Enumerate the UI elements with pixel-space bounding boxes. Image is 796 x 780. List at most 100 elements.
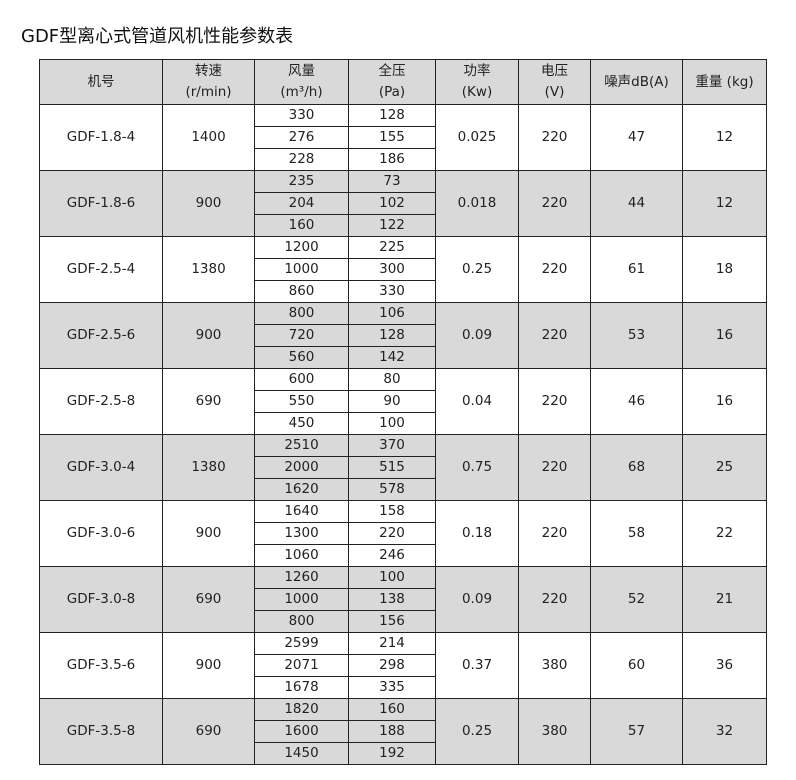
cell-voltage: 220 xyxy=(518,566,591,633)
header-text: 功率 xyxy=(463,63,491,79)
table-row: 720 128 xyxy=(40,324,767,347)
cell-pressure: 330 xyxy=(348,280,436,303)
cell-weight: 21 xyxy=(682,566,767,633)
cell-power: 0.25 xyxy=(435,698,519,765)
cell-airflow: 1060 xyxy=(254,544,349,567)
table-row: GDF-2.5-6 900 800 106 0.09 220 53 16 xyxy=(39,302,767,369)
cell-pressure: 100 xyxy=(348,412,436,435)
cell-speed: 1400 xyxy=(162,104,255,171)
cell-model: GDF-2.5-4 xyxy=(39,236,163,303)
cell-airflow: 450 xyxy=(254,412,349,435)
cell-pressure: 73 xyxy=(348,170,436,193)
cell-speed: 900 xyxy=(162,632,255,699)
cell-airflow: 235 xyxy=(254,170,349,193)
cell-noise: 53 xyxy=(590,302,683,369)
cell-weight: 16 xyxy=(682,302,767,369)
table-row: 800 156 xyxy=(40,610,767,633)
table-row: 1620 578 xyxy=(40,478,767,501)
cell-model: GDF-2.5-6 xyxy=(39,302,163,369)
cell-voltage: 220 xyxy=(518,104,591,171)
page-title: GDF型离心式管道风机性能参数表 xyxy=(21,26,294,47)
cell-pressure: 128 xyxy=(348,104,436,127)
cell-airflow: 550 xyxy=(254,390,349,413)
cell-airflow: 560 xyxy=(254,346,349,369)
cell-pressure: 578 xyxy=(348,478,436,501)
cell-pressure: 106 xyxy=(348,302,436,325)
cell-airflow: 1600 xyxy=(254,720,349,743)
cell-noise: 46 xyxy=(590,368,683,435)
cell-noise: 60 xyxy=(590,632,683,699)
cell-pressure: 335 xyxy=(348,676,436,699)
header-text: (r/min) xyxy=(185,84,232,100)
header-text: 风量 xyxy=(288,63,315,79)
cell-speed: 1380 xyxy=(162,236,255,303)
cell-noise: 68 xyxy=(590,434,683,501)
cell-airflow: 720 xyxy=(254,324,349,347)
cell-power: 0.18 xyxy=(435,500,519,567)
cell-speed: 690 xyxy=(162,698,255,765)
table-row: 860 330 xyxy=(40,280,767,303)
cell-voltage: 220 xyxy=(518,170,591,237)
header-text: 噪声dB(A) xyxy=(604,73,669,90)
table-row: 1300 220 xyxy=(40,522,767,545)
cell-pressure: 138 xyxy=(348,588,436,611)
cell-pressure: 102 xyxy=(348,192,436,215)
cell-model: GDF-3.0-6 xyxy=(39,500,163,567)
cell-speed: 690 xyxy=(162,566,255,633)
table-row: GDF-3.5-6 900 2599 214 0.37 380 60 36 xyxy=(39,632,767,699)
cell-airflow: 1200 xyxy=(254,236,349,259)
cell-pressure: 155 xyxy=(348,126,436,149)
column-header-power: 功率 (Kw) xyxy=(435,59,519,105)
table-row: 1450 192 xyxy=(40,742,767,765)
cell-airflow: 1000 xyxy=(254,258,349,281)
cell-airflow: 1300 xyxy=(254,522,349,545)
cell-voltage: 220 xyxy=(518,500,591,567)
fan-parameters-table: 机号 转速 (r/min) 风量 (m³/h) 全压 (Pa) 功率 (Kw) 电压 (V) 噪声dB… xyxy=(39,59,767,765)
header-text: (Kw) xyxy=(461,84,493,100)
table-row: 1600 188 xyxy=(40,720,767,743)
cell-pressure: 192 xyxy=(348,742,436,765)
cell-airflow: 1450 xyxy=(254,742,349,765)
table-row: GDF-3.0-8 690 1260 100 0.09 220 52 21 xyxy=(39,566,767,633)
cell-power: 0.75 xyxy=(435,434,519,501)
cell-pressure: 220 xyxy=(348,522,436,545)
cell-airflow: 204 xyxy=(254,192,349,215)
cell-power: 0.09 xyxy=(435,566,519,633)
header-text: 电压 xyxy=(541,63,568,79)
cell-weight: 12 xyxy=(682,104,767,171)
cell-speed: 900 xyxy=(162,170,255,237)
cell-noise: 57 xyxy=(590,698,683,765)
cell-voltage: 380 xyxy=(518,698,591,765)
cell-airflow: 1820 xyxy=(254,698,349,721)
cell-airflow: 330 xyxy=(254,104,349,127)
cell-pressure: 188 xyxy=(348,720,436,743)
column-header-airflow: 风量 (m³/h) xyxy=(254,59,349,105)
table-row: 160 122 xyxy=(40,214,767,237)
cell-airflow: 1620 xyxy=(254,478,349,501)
cell-pressure: 156 xyxy=(348,610,436,633)
cell-airflow: 1640 xyxy=(254,500,349,523)
cell-noise: 52 xyxy=(590,566,683,633)
cell-pressure: 370 xyxy=(348,434,436,457)
cell-pressure: 142 xyxy=(348,346,436,369)
column-header-voltage: 电压 (V) xyxy=(518,59,591,105)
cell-pressure: 214 xyxy=(348,632,436,655)
table-row: GDF-1.8-4 1400 330 128 0.025 220 47 12 xyxy=(39,104,767,171)
cell-airflow: 2510 xyxy=(254,434,349,457)
table-row: GDF-3.0-4 1380 2510 370 0.75 220 68 25 xyxy=(39,434,767,501)
table-row: GDF-3.0-6 900 1640 158 0.18 220 58 22 xyxy=(39,500,767,567)
cell-pressure: 90 xyxy=(348,390,436,413)
table-row: GDF-2.5-8 690 600 80 0.04 220 46 16 xyxy=(39,368,767,435)
cell-model: GDF-1.8-4 xyxy=(39,104,163,171)
cell-airflow: 1260 xyxy=(254,566,349,589)
cell-power: 0.025 xyxy=(435,104,519,171)
cell-voltage: 220 xyxy=(518,236,591,303)
column-header-speed: 转速 (r/min) xyxy=(162,59,255,105)
cell-speed: 900 xyxy=(162,500,255,567)
cell-model: GDF-1.8-6 xyxy=(39,170,163,237)
cell-power: 0.04 xyxy=(435,368,519,435)
cell-pressure: 100 xyxy=(348,566,436,589)
cell-airflow: 1000 xyxy=(254,588,349,611)
table-row: 2000 515 xyxy=(40,456,767,479)
table-row: 204 102 xyxy=(40,192,767,215)
